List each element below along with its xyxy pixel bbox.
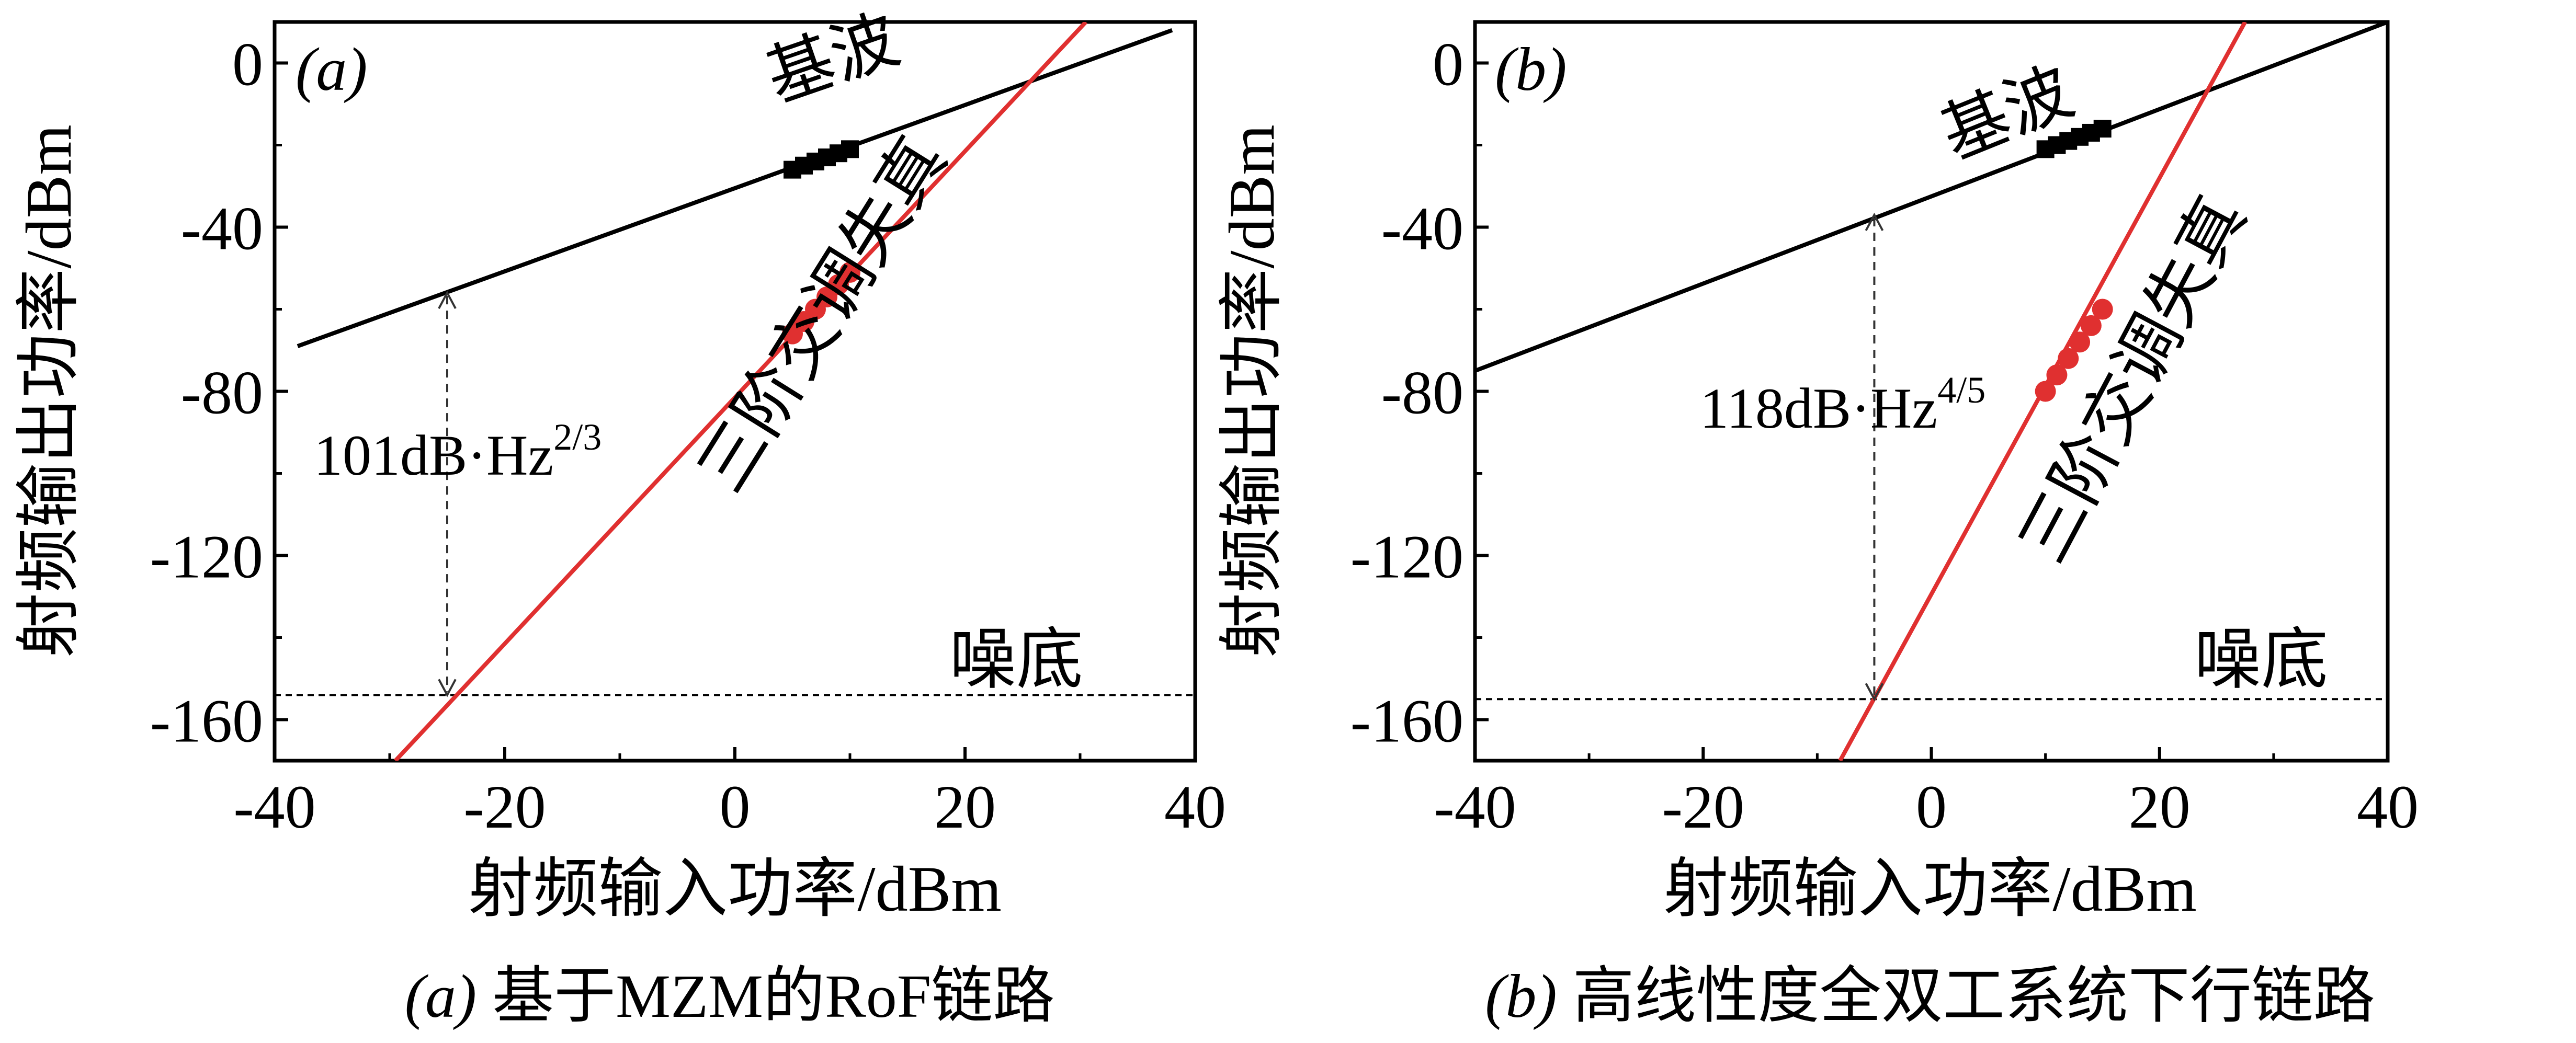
imd3-marker [2046, 364, 2068, 386]
tick-labels: -40 -20 0 20 40 0 -40 -80 -120 -160 [150, 30, 1226, 842]
caption-tag: (b) [1485, 962, 1557, 1030]
imd3-marker [2080, 315, 2102, 336]
fundamental-line [1475, 22, 2388, 373]
y-tick-label: 0 [232, 30, 263, 99]
fundamental-marker [2093, 120, 2112, 138]
caption-tag: (a) [405, 962, 477, 1030]
panel-label: (b) [1495, 35, 1567, 104]
y-tick-label: -160 [150, 687, 263, 755]
series-label-imd3: 三阶交调失真 [684, 124, 960, 505]
dynamic-range-exponent: 4/5 [1937, 369, 1985, 411]
imd3-marker [2035, 381, 2056, 402]
caption-text: 基于MZM的RoF链路 [492, 962, 1054, 1030]
imd3-marker [839, 261, 860, 283]
imd3-marker [2069, 331, 2091, 353]
y-tick-label: 0 [1433, 30, 1463, 99]
arrowhead-top [438, 290, 457, 310]
series-markers [782, 140, 860, 345]
noise-floor-label: 噪底 [2194, 623, 2328, 697]
panel-label: (a) [296, 35, 368, 104]
tick-marks [273, 61, 1197, 761]
y-tick-label: -40 [181, 194, 263, 263]
y-tick-label: -80 [1381, 359, 1463, 427]
series-label-imd3: 三阶交调失真 [2005, 185, 2260, 574]
imd3-line [394, 22, 1087, 761]
dynamic-range-exponent: 2/3 [553, 416, 602, 458]
series-markers [2035, 120, 2113, 402]
x-tick-label: -40 [233, 773, 315, 841]
x-tick-label: -20 [1662, 773, 1744, 841]
fundamental-marker [841, 140, 859, 158]
fundamental-line [297, 28, 1173, 348]
x-tick-label: 20 [2129, 773, 2191, 841]
panel-b: -40 -20 0 20 40 0 -40 -80 -120 -160 (b) 基波 三阶交调失真… [1216, 20, 2419, 1030]
x-tick-label: 0 [720, 773, 751, 841]
x-tick-label: -20 [463, 773, 546, 841]
y-axis-title: 射频输出功率/dBm [1216, 124, 1288, 658]
x-tick-label: 20 [934, 773, 996, 841]
x-tick-label: -40 [1434, 773, 1516, 841]
caption-b: (b) 高线性度全双工系统下行链路 [1485, 962, 2375, 1030]
arrowhead-top [1865, 212, 1884, 231]
dynamic-range-value: 118dB·Hz [1700, 376, 1937, 440]
imd3-marker [2092, 299, 2113, 320]
dynamic-range-label: 118dB·Hz4/5 [1700, 369, 1985, 440]
panel-a: -40 -20 0 20 40 0 -40 -80 -120 -160 (a) 基波 三阶交调失真… [13, 2, 1226, 1030]
y-axis-title: 射频输出功率/dBm [13, 124, 85, 658]
x-axis-title: 射频输入功率/dBm [468, 853, 1002, 925]
series-label-fundamental: 基波 [1931, 54, 2083, 173]
caption-a: (a) 基于MZM的RoF链路 [405, 962, 1055, 1030]
series-lines [297, 22, 1173, 761]
y-tick-label: -120 [150, 523, 263, 591]
dynamic-range-arrow [438, 290, 457, 697]
y-tick-label: -160 [1351, 687, 1463, 755]
x-tick-label: 40 [2357, 773, 2419, 841]
arrowhead-bottom [438, 679, 457, 697]
tick-marks [1473, 61, 2389, 761]
imd3-marker [2058, 348, 2079, 369]
y-tick-label: -120 [1351, 523, 1463, 591]
series-label-fundamental: 基波 [757, 2, 908, 116]
x-tick-label: 40 [1164, 773, 1226, 841]
noise-floor-label: 噪底 [949, 623, 1083, 697]
dynamic-range-arrow [1865, 212, 1884, 702]
x-axis-title: 射频输入功率/dBm [1663, 853, 2197, 925]
tick-labels: -40 -20 0 20 40 0 -40 -80 -120 -160 [1351, 30, 2419, 842]
arrowhead-bottom [1865, 683, 1884, 702]
dynamic-range-label: 101dB·Hz2/3 [314, 416, 602, 487]
x-tick-label: 0 [1916, 773, 1947, 841]
dynamic-range-value: 101dB·Hz [314, 423, 553, 487]
y-tick-label: -40 [1381, 194, 1463, 263]
caption-text: 高线性度全双工系统下行链路 [1573, 962, 2375, 1030]
y-tick-label: -80 [181, 359, 263, 427]
